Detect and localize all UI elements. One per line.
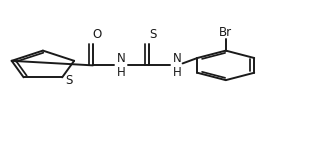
Text: N: N (173, 52, 182, 65)
Text: H: H (173, 66, 182, 79)
Text: H: H (117, 66, 125, 79)
Text: S: S (65, 74, 73, 87)
Text: N: N (117, 52, 125, 65)
Text: Br: Br (219, 26, 232, 39)
Text: S: S (149, 28, 157, 41)
Text: O: O (92, 28, 101, 41)
